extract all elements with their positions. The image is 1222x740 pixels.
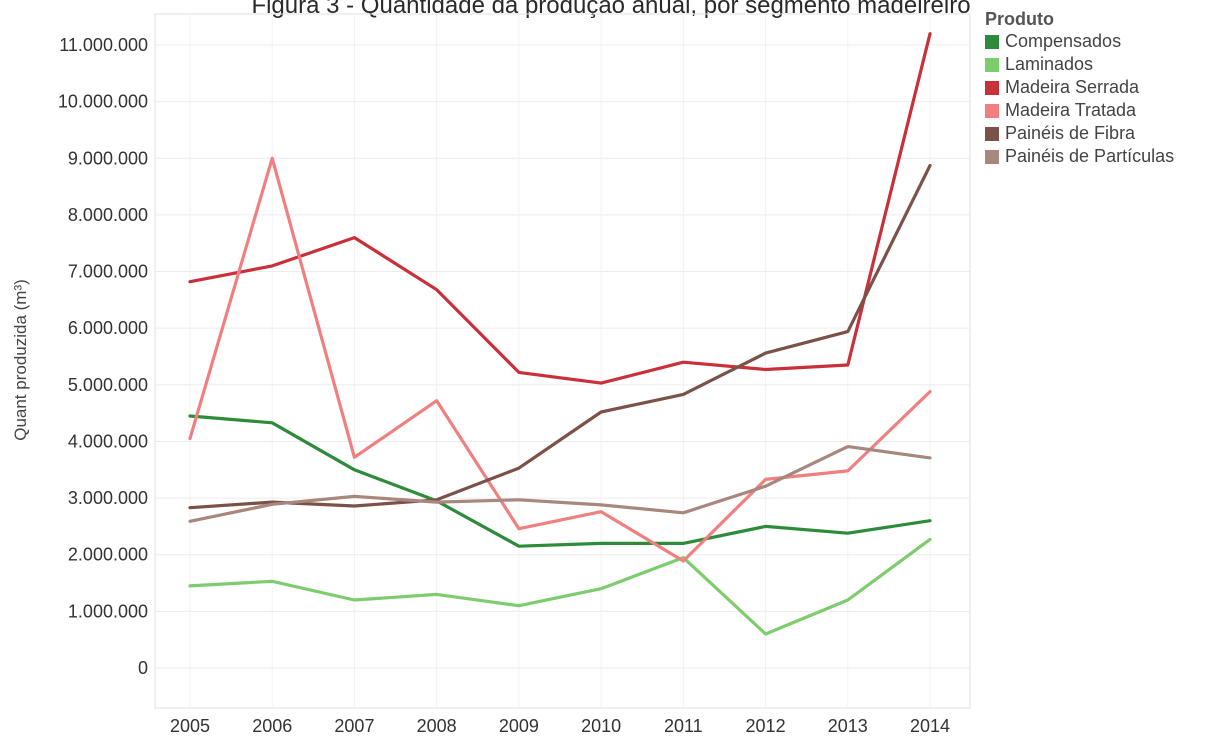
y-tick-label: 5.000.000 <box>68 375 148 395</box>
legend-label: Madeira Tratada <box>1005 100 1137 120</box>
x-tick-label: 2011 <box>664 716 703 736</box>
x-tick-label: 2005 <box>170 716 210 736</box>
series-line-compensados <box>188 414 932 548</box>
legend-swatch <box>985 80 999 95</box>
legend-item: Madeira Tratada <box>985 99 1174 122</box>
y-tick-label: 3.000.000 <box>68 488 148 508</box>
legend-item: Compensados <box>985 30 1174 53</box>
y-tick-label: 11.000.000 <box>59 35 148 55</box>
plot-frame <box>154 13 971 709</box>
y-axis-label: Quant produzida (m³) <box>11 279 30 441</box>
x-tick-label: 2010 <box>581 716 621 736</box>
y-tick-label: 10.000.000 <box>58 92 148 112</box>
legend-swatch <box>985 34 999 49</box>
legend-label: Compensados <box>1005 31 1122 51</box>
legend-label: Painéis de Partículas <box>1005 146 1175 166</box>
x-tick-label: 2008 <box>417 716 457 736</box>
legend-label: Laminados <box>1005 54 1094 74</box>
legend-swatch <box>985 57 999 72</box>
y-tick-label: 4.000.000 <box>68 431 148 451</box>
legend-label: Madeira Serrada <box>1005 77 1140 97</box>
legend-title: Produto <box>985 9 1054 29</box>
x-tick-label: 2013 <box>828 716 868 736</box>
legend-swatch <box>985 149 999 164</box>
legend-swatch <box>985 126 999 141</box>
y-tick-label: 0 <box>138 658 148 678</box>
series-group <box>188 32 932 636</box>
y-tick-label: 7.000.000 <box>68 262 148 282</box>
y-tick-label: 2.000.000 <box>68 545 148 565</box>
legend-items: Compensados Laminados Madeira Serrada Madei… <box>985 30 1174 168</box>
legend-swatch <box>985 103 999 118</box>
legend-label: Painéis de Fibra <box>1005 123 1136 143</box>
x-axis: 2005 2006 2007 2008 2009 2010 2011 2012 2013 2014 <box>170 716 950 736</box>
series-line-paineis-de-particulas <box>188 445 932 523</box>
series-line-madeira-serrada <box>188 32 932 385</box>
legend-item: Painéis de Partículas <box>985 145 1174 168</box>
legend: Produto Compensados Laminados Madeira Serr… <box>985 8 1174 168</box>
y-tick-label: 1.000.000 <box>68 601 148 621</box>
y-tick-label: 6.000.000 <box>68 318 148 338</box>
x-tick-label: 2007 <box>334 716 374 736</box>
x-tick-label: 2012 <box>746 716 786 736</box>
series-line-madeira-tratada <box>188 156 932 563</box>
legend-item: Painéis de Fibra <box>985 122 1174 145</box>
x-tick-label: 2014 <box>910 716 950 736</box>
gridlines <box>155 14 970 708</box>
series-line-laminados <box>188 537 932 636</box>
x-tick-label: 2009 <box>499 716 539 736</box>
legend-item: Madeira Serrada <box>985 76 1174 99</box>
y-axis: 0 1.000.000 2.000.000 3.000.000 4.000.000 5.0… <box>58 35 148 678</box>
series-line-paineis-de-fibra <box>188 164 932 510</box>
y-tick-label: 8.000.000 <box>68 205 148 225</box>
x-tick-label: 2006 <box>252 716 292 736</box>
legend-item: Laminados <box>985 53 1174 76</box>
y-tick-label: 9.000.000 <box>68 148 148 168</box>
